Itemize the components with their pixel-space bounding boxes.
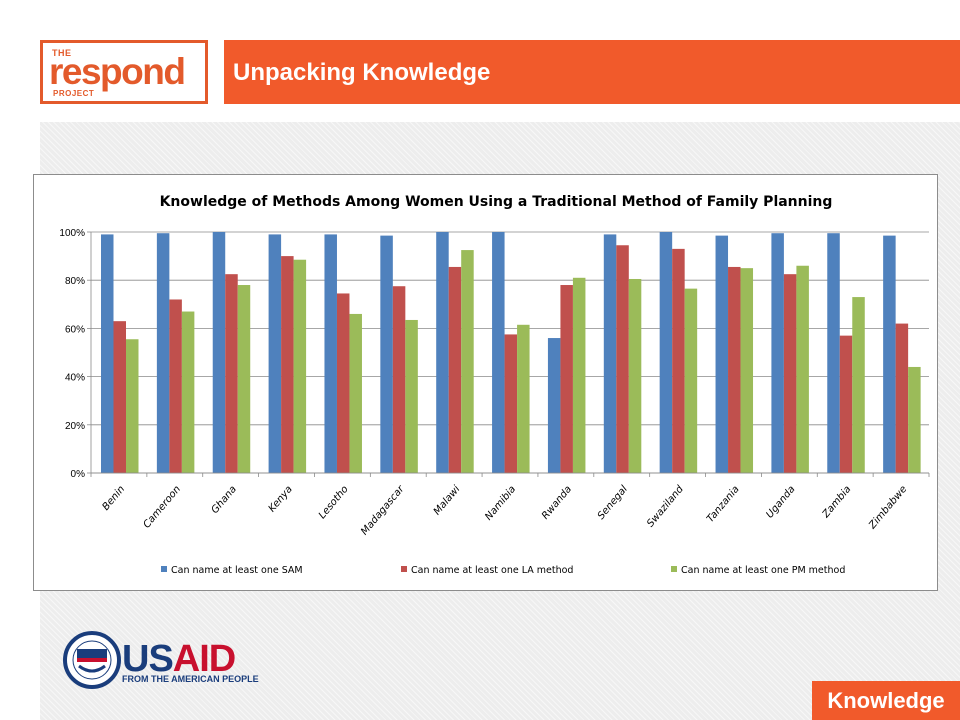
x-tick-label: Rwanda — [540, 484, 574, 522]
x-tick-label: Benin — [101, 484, 128, 513]
bar — [560, 285, 573, 473]
bar — [293, 259, 307, 473]
bar — [728, 266, 741, 473]
bar — [448, 266, 462, 473]
bar — [839, 335, 853, 473]
title-bar: Unpacking Knowledge — [224, 40, 960, 104]
bar — [225, 274, 238, 473]
bar — [684, 288, 698, 473]
legend-swatch — [161, 566, 167, 572]
x-tick-label: Namibia — [483, 484, 518, 523]
bar — [101, 234, 114, 473]
y-tick-label: 100% — [59, 228, 85, 239]
bar — [492, 232, 505, 473]
legend-label: Can name at least one LA method — [411, 565, 573, 576]
x-tick-label: Zimbabwe — [867, 484, 910, 532]
bar — [547, 338, 561, 473]
bar — [324, 234, 337, 473]
usaid-wordmark: USAID — [122, 638, 236, 680]
chart-title: Knowledge of Methods Among Women Using a… — [160, 194, 833, 210]
bar — [659, 232, 673, 473]
bar — [504, 334, 518, 473]
bar — [405, 319, 418, 473]
legend-label: Can name at least one PM method — [681, 565, 845, 576]
bar-chart: Knowledge of Methods Among Women Using a… — [59, 194, 930, 576]
bar — [852, 297, 865, 473]
x-tick-label: Cameroon — [141, 484, 183, 531]
x-tick-label: Lesotho — [317, 484, 351, 521]
x-tick-label: Tanzania — [705, 484, 742, 525]
x-tick-label: Zambia — [820, 484, 853, 521]
bar — [461, 250, 474, 473]
logo-respond: respond — [49, 51, 186, 92]
bar — [212, 232, 226, 473]
bar — [908, 366, 921, 473]
knowledge-badge: Knowledge — [812, 681, 960, 720]
bar — [281, 256, 294, 473]
legend-swatch — [401, 566, 407, 572]
usaid-seal-icon — [63, 631, 121, 689]
bar — [796, 265, 809, 473]
y-tick-label: 60% — [65, 324, 85, 335]
bar — [827, 233, 840, 473]
bar — [771, 233, 784, 473]
logo-project: PROJECT — [53, 89, 95, 98]
x-tick-label: Uganda — [764, 484, 797, 521]
x-tick-label: Kenya — [267, 484, 295, 515]
bar — [156, 233, 170, 473]
bar — [349, 313, 362, 473]
bar — [603, 234, 617, 473]
bar — [113, 321, 126, 473]
bar — [715, 235, 729, 473]
bar — [895, 323, 909, 473]
bar — [616, 245, 629, 473]
bar — [572, 277, 586, 473]
bar — [336, 293, 350, 473]
logo-the: THE — [52, 48, 72, 58]
y-tick-label: 40% — [65, 373, 85, 384]
legend-label: Can name at least one SAM — [171, 565, 303, 576]
bar — [436, 232, 449, 473]
bar — [628, 278, 642, 473]
bar — [672, 248, 685, 473]
x-tick-label: Swaziland — [645, 483, 686, 529]
bar — [126, 339, 139, 473]
x-tick-label: Senegal — [596, 484, 630, 522]
slide-title: Unpacking Knowledge — [233, 59, 491, 86]
usaid-tagline: FROM THE AMERICAN PEOPLE — [122, 674, 259, 684]
bar — [380, 235, 393, 473]
bar — [268, 234, 282, 473]
bar — [392, 286, 406, 473]
bar — [181, 311, 195, 473]
x-tick-label: Ghana — [210, 484, 239, 516]
x-tick-label: Madagascar — [359, 483, 407, 537]
y-tick-label: 0% — [71, 469, 86, 480]
bar — [517, 324, 530, 473]
y-tick-label: 20% — [65, 421, 85, 432]
x-tick-label: Malawi — [432, 484, 463, 518]
bar — [883, 235, 896, 473]
bar — [237, 285, 251, 473]
chart-container: Knowledge of Methods Among Women Using a… — [33, 174, 938, 591]
bar — [169, 299, 182, 473]
respond-project-logo: THE respond PROJECT — [40, 40, 208, 104]
usaid-us: US — [122, 638, 174, 680]
bar — [740, 268, 754, 473]
usaid-aid: AID — [172, 638, 236, 680]
legend-swatch — [671, 566, 677, 572]
bar — [783, 274, 797, 473]
y-tick-label: 80% — [65, 276, 85, 287]
